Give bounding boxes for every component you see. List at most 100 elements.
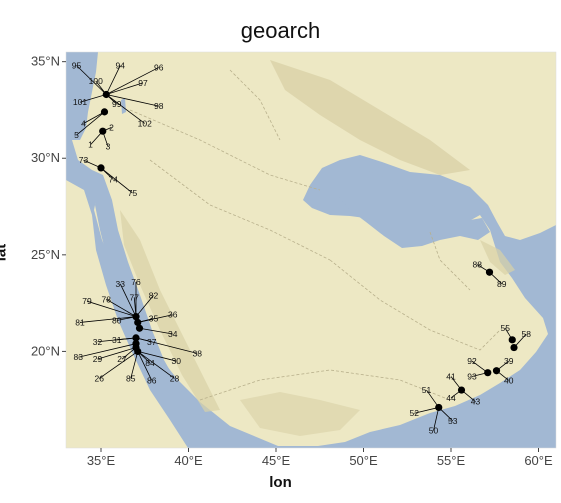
- site-point: [484, 369, 492, 377]
- site-label: 26: [95, 373, 105, 383]
- site-label: 33: [116, 279, 126, 289]
- site-label: 34: [168, 329, 178, 339]
- leader-line: [79, 94, 107, 103]
- leader-line: [76, 111, 105, 136]
- site-point: [100, 108, 109, 116]
- y-tick-label: 30°N: [31, 150, 60, 165]
- site-point: [508, 336, 516, 344]
- leader-line: [137, 314, 173, 323]
- site-label: 51: [422, 385, 432, 395]
- leader-line: [83, 111, 105, 124]
- site-label: 101: [73, 97, 87, 107]
- site-label: 44: [446, 393, 456, 403]
- chart-title: geoarch: [240, 18, 321, 43]
- site-label: 77: [130, 292, 140, 302]
- x-axis-label: lon: [269, 474, 292, 491]
- site-points: [97, 90, 518, 412]
- site-label: 43: [471, 397, 481, 407]
- site-label: 27: [117, 354, 127, 364]
- site-label: 78: [102, 294, 112, 304]
- leader-line: [106, 67, 159, 95]
- x-tick-label: 45°E: [262, 453, 291, 468]
- site-label: 4: [81, 118, 86, 128]
- site-label: 74: [109, 174, 119, 184]
- leader-line: [100, 167, 133, 194]
- leader-line: [106, 94, 159, 107]
- site-label: 82: [149, 290, 159, 300]
- x-tick-label: 35°E: [87, 453, 116, 468]
- persian-gulf: [332, 165, 490, 248]
- site-label: 36: [168, 310, 178, 320]
- x-tick-label: 55°E: [437, 453, 466, 468]
- leader-line: [79, 316, 137, 323]
- site-label: 95: [72, 61, 82, 71]
- x-axis: 35°E 40°E 45°E 50°E 55°E 60°E: [87, 448, 553, 468]
- site-point: [485, 268, 494, 276]
- leader-line: [105, 65, 121, 95]
- site-label: 98: [154, 101, 164, 111]
- site-point: [134, 318, 142, 327]
- site-label: 53: [448, 416, 458, 426]
- site-point: [99, 127, 107, 135]
- site-label: 88: [473, 259, 483, 269]
- y-tick-label: 35°N: [31, 54, 60, 69]
- site-label: 97: [138, 78, 148, 88]
- leader-line: [137, 351, 175, 379]
- site-label: 55: [501, 323, 511, 333]
- site-point: [510, 343, 518, 352]
- site-label: 102: [138, 118, 152, 128]
- site-label: 1: [88, 140, 93, 150]
- site-label: 73: [79, 155, 89, 165]
- site-point: [457, 386, 466, 394]
- y-axis: 20°N 25°N 30°N 35°N: [31, 54, 66, 358]
- leader-line: [137, 351, 177, 362]
- terrain-hijaz: [120, 210, 220, 412]
- leader-line: [119, 283, 137, 317]
- site-point: [132, 334, 140, 342]
- site-label: 96: [154, 62, 164, 72]
- site-label: 79: [82, 296, 92, 306]
- site-label: 52: [410, 408, 420, 418]
- y-tick-label: 25°N: [31, 247, 60, 262]
- terrain-oman: [480, 240, 515, 275]
- site-label: 58: [522, 329, 532, 339]
- site-point: [135, 324, 144, 332]
- terrain-yemen: [240, 392, 360, 436]
- site-label: 50: [429, 426, 439, 436]
- site-label: 5: [74, 130, 79, 140]
- leader-line: [106, 298, 137, 317]
- land-africa: [66, 180, 188, 448]
- panel-border: [65, 51, 557, 449]
- site-label: 94: [116, 61, 126, 71]
- country-borders: [129, 69, 501, 401]
- site-label: 76: [131, 277, 141, 287]
- site-label: 100: [89, 76, 103, 86]
- site-label: 37: [147, 337, 157, 347]
- leader-line: [76, 65, 107, 95]
- y-tick-label: 20°N: [31, 343, 60, 358]
- site-label: 31: [112, 335, 122, 345]
- site-point: [132, 313, 140, 321]
- site-label: 80: [112, 316, 122, 326]
- site-label: 32: [93, 337, 103, 347]
- site-label: 92: [467, 356, 477, 366]
- x-tick-label: 60°E: [524, 453, 553, 468]
- leader-line: [130, 351, 139, 379]
- site-label: 85: [126, 373, 136, 383]
- site-label: 40: [504, 375, 514, 385]
- leader-line: [106, 94, 145, 124]
- site-label: 75: [128, 188, 138, 198]
- site-label: 86: [147, 375, 157, 385]
- site-label: 84: [145, 358, 155, 368]
- leader-line: [106, 82, 144, 95]
- leader-line: [99, 351, 138, 379]
- site-point: [97, 164, 105, 172]
- site-point: [492, 367, 501, 375]
- leader-line: [78, 343, 137, 358]
- site-label: 38: [193, 348, 203, 358]
- x-tick-label: 40°E: [174, 453, 203, 468]
- site-label: 29: [93, 354, 103, 364]
- site-point: [134, 347, 142, 356]
- dead-sea: [121, 98, 126, 114]
